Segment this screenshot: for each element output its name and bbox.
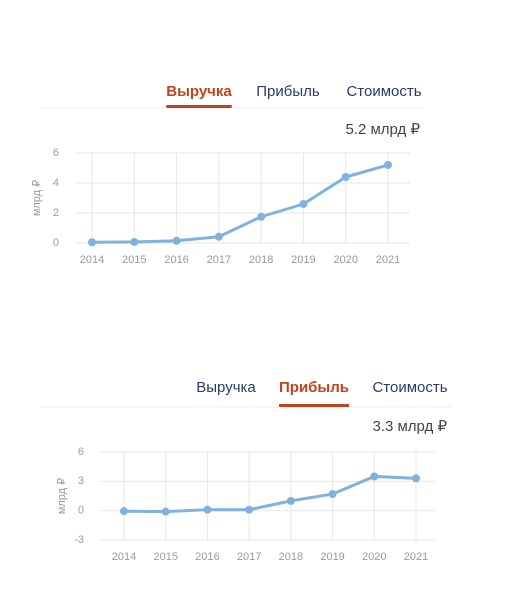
x-tick-label: 2017 <box>237 551 261 563</box>
point <box>370 472 379 481</box>
x-tick-label: 2018 <box>249 254 273 266</box>
point <box>412 474 420 483</box>
y-tick-label: 4 <box>53 177 59 189</box>
y-tick-label: 0 <box>78 505 84 517</box>
x-tick-label: 2019 <box>291 254 315 266</box>
point <box>130 237 139 246</box>
x-tick-label: 2015 <box>122 254 146 266</box>
point <box>384 161 392 169</box>
point <box>172 236 181 245</box>
x-tick-label: 2016 <box>164 254 188 266</box>
x-tick-label: 2021 <box>404 551 428 563</box>
point <box>203 505 212 514</box>
point <box>88 238 96 247</box>
y-tick-label: 6 <box>53 147 59 159</box>
x-tick-label: 2020 <box>333 254 357 266</box>
line <box>91 163 389 244</box>
point <box>161 507 170 516</box>
tab[interactable]: Выручка <box>166 83 232 100</box>
point <box>341 173 350 181</box>
tab[interactable]: Прибыль <box>279 379 349 396</box>
tab-underline <box>279 404 349 407</box>
tab[interactable]: Прибыль <box>256 83 320 100</box>
y-tick-label: 6 <box>78 446 84 458</box>
point <box>328 490 337 499</box>
y-axis-label: млрд ₽ <box>31 180 43 216</box>
tab[interactable]: Выручка <box>196 379 256 396</box>
point <box>299 200 308 208</box>
y-tick-label: 0 <box>53 237 59 249</box>
x-tick-label: 2021 <box>376 254 400 266</box>
x-tick-label: 2020 <box>362 551 386 563</box>
headline-value: 5.2 млрд ₽ <box>345 121 420 138</box>
tab[interactable]: Стоимость <box>346 83 421 100</box>
point <box>257 212 266 221</box>
point <box>245 505 254 514</box>
y-tick-label: -3 <box>74 534 84 546</box>
y-tick-label: 3 <box>78 475 84 487</box>
tab-underline <box>166 105 232 108</box>
point <box>214 232 223 241</box>
x-tick-label: 2014 <box>112 551 136 563</box>
line <box>123 474 417 514</box>
x-tick-label: 2018 <box>279 551 303 563</box>
point <box>120 507 128 516</box>
x-tick-label: 2015 <box>153 551 177 563</box>
y-axis-label: млрд ₽ <box>56 478 68 514</box>
x-tick-label: 2014 <box>80 254 104 266</box>
x-tick-label: 2019 <box>320 551 344 563</box>
point <box>286 496 295 505</box>
x-tick-label: 2017 <box>207 254 231 266</box>
x-tick-label: 2016 <box>195 551 219 563</box>
tab[interactable]: Стоимость <box>372 379 447 396</box>
y-tick-label: 2 <box>53 207 59 219</box>
headline-value: 3.3 млрд ₽ <box>372 418 447 435</box>
